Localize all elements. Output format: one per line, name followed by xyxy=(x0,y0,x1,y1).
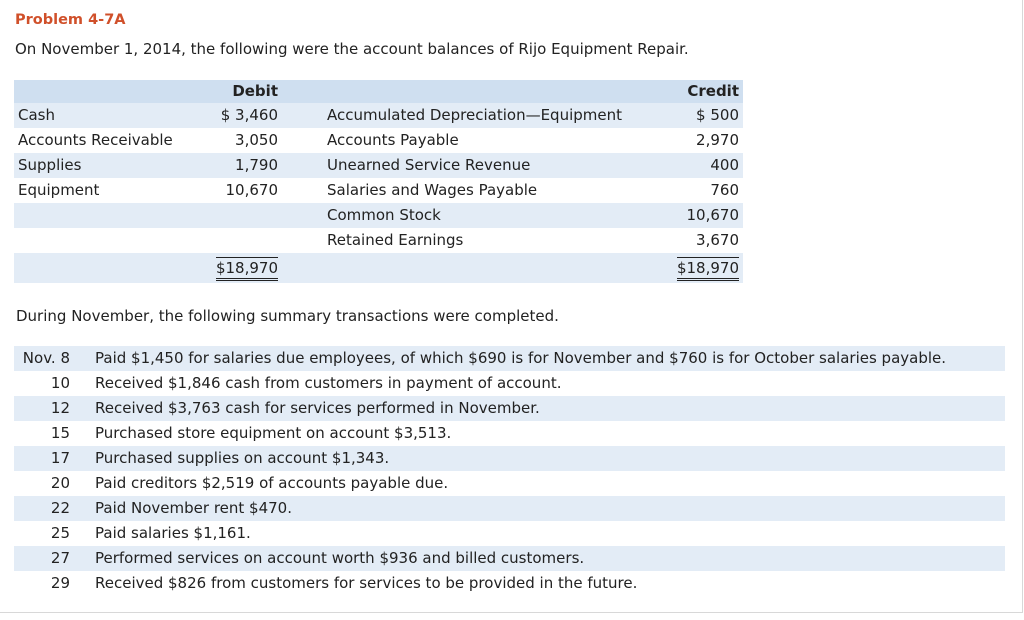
trial-balance-row: Supplies 1,790 Unearned Service Revenue … xyxy=(14,153,743,178)
credit-account-name: Salaries and Wages Payable xyxy=(327,181,538,199)
transaction-date: 10 xyxy=(50,374,70,392)
transaction-row: 25 Paid salaries $1,161. xyxy=(14,521,1005,546)
trial-balance-row: Equipment 10,670 Salaries and Wages Paya… xyxy=(14,178,743,203)
debit-amount: $ 3,460 xyxy=(220,106,278,124)
intro-text: On November 1, 2014, the following were … xyxy=(15,40,689,58)
transaction-date: 25 xyxy=(50,524,70,542)
transaction-row: 15 Purchased store equipment on account … xyxy=(14,421,1005,446)
debit-amount: 10,670 xyxy=(225,181,279,199)
credit-amount: $ 500 xyxy=(696,106,739,124)
credit-amount: 2,970 xyxy=(696,131,739,149)
credit-account-name: Unearned Service Revenue xyxy=(327,156,531,174)
transaction-description: Paid creditors $2,519 of accounts payabl… xyxy=(95,474,449,492)
trial-balance-table: Debit Credit Cash $ 3,460 Accumulated De… xyxy=(14,80,743,283)
transaction-date: Nov. 8 xyxy=(22,349,70,367)
credit-amount: 400 xyxy=(710,156,739,174)
transaction-row: 27 Performed services on account worth $… xyxy=(14,546,1005,571)
debit-total: $18,970 xyxy=(215,257,278,281)
transaction-description: Received $1,846 cash from customers in p… xyxy=(95,374,562,392)
transaction-description: Received $826 from customers for service… xyxy=(95,574,638,592)
debit-account-name: Equipment xyxy=(18,181,100,199)
transaction-date: 17 xyxy=(50,449,70,467)
debit-account-name: Cash xyxy=(18,106,55,124)
transaction-description: Purchased supplies on account $1,343. xyxy=(95,449,390,467)
transaction-description: Paid $1,450 for salaries due employees, … xyxy=(95,349,947,367)
transaction-row: 22 Paid November rent $470. xyxy=(14,496,1005,521)
transaction-row: 12 Received $3,763 cash for services per… xyxy=(14,396,1005,421)
transaction-date: 27 xyxy=(50,549,70,567)
trial-balance-total-row: $18,970 $18,970 xyxy=(14,253,743,283)
trial-balance-header-row: Debit Credit xyxy=(14,80,743,103)
problem-title: Problem 4-7A xyxy=(15,12,126,28)
debit-account-name: Accounts Receivable xyxy=(18,131,173,149)
transaction-row: 17 Purchased supplies on account $1,343. xyxy=(14,446,1005,471)
transaction-description: Received $3,763 cash for services perfor… xyxy=(95,399,540,417)
credit-total: $18,970 xyxy=(676,257,739,281)
debit-column-header: Debit xyxy=(232,82,278,100)
transaction-row: 29 Received $826 from customers for serv… xyxy=(14,571,1005,596)
transaction-date: 20 xyxy=(50,474,70,492)
credit-amount: 760 xyxy=(710,181,739,199)
credit-amount: 10,670 xyxy=(686,206,740,224)
transaction-date: 29 xyxy=(50,574,70,592)
debit-amount: 1,790 xyxy=(235,156,278,174)
transaction-date: 12 xyxy=(50,399,70,417)
credit-amount: 3,670 xyxy=(696,231,739,249)
credit-column-header: Credit xyxy=(687,82,739,100)
trial-balance-row: Retained Earnings 3,670 xyxy=(14,228,743,253)
trial-balance-row: Accounts Receivable 3,050 Accounts Payab… xyxy=(14,128,743,153)
trial-balance-row: Common Stock 10,670 xyxy=(14,203,743,228)
transaction-row: Nov. 8 Paid $1,450 for salaries due empl… xyxy=(14,346,1005,371)
credit-account-name: Common Stock xyxy=(327,206,441,224)
transaction-row: 10 Received $1,846 cash from customers i… xyxy=(14,371,1005,396)
transactions-table: Nov. 8 Paid $1,450 for salaries due empl… xyxy=(14,346,1005,596)
debit-account-name: Supplies xyxy=(18,156,82,174)
credit-account-name: Accumulated Depreciation—Equipment xyxy=(327,106,623,124)
transactions-intro: During November, the following summary t… xyxy=(16,307,559,325)
credit-account-name: Retained Earnings xyxy=(327,231,464,249)
transaction-description: Paid November rent $470. xyxy=(95,499,292,517)
credit-account-name: Accounts Payable xyxy=(327,131,459,149)
transaction-description: Paid salaries $1,161. xyxy=(95,524,251,542)
transaction-date: 22 xyxy=(50,499,70,517)
transaction-row: 20 Paid creditors $2,519 of accounts pay… xyxy=(14,471,1005,496)
debit-amount: 3,050 xyxy=(235,131,278,149)
transaction-date: 15 xyxy=(50,424,70,442)
trial-balance-row: Cash $ 3,460 Accumulated Depreciation—Eq… xyxy=(14,103,743,128)
transaction-description: Performed services on account worth $936… xyxy=(95,549,585,567)
transaction-description: Purchased store equipment on account $3,… xyxy=(95,424,452,442)
